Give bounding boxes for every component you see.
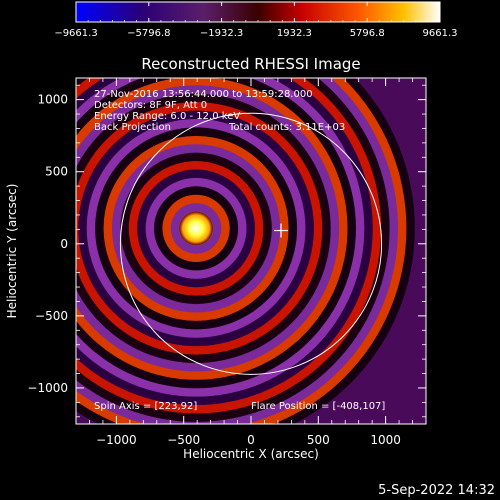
colorbar-tick-label: 1932.3 <box>277 28 312 39</box>
colorbar-tick-label: 9661.3 <box>423 28 458 39</box>
colorbar-tick-label: 5796.8 <box>350 28 385 39</box>
spin-axis-label: Spin Axis = [223,92] <box>94 401 197 412</box>
chart-title: Reconstructed RHESSI Image <box>141 55 360 73</box>
x-tick-label: 0 <box>247 433 255 447</box>
axis-ticks <box>75 78 427 424</box>
info-energy-range: Energy Range: 6.0 - 12.0 keV <box>94 111 240 122</box>
x-tick-label: −500 <box>167 433 200 447</box>
x-tick-label: −1000 <box>96 433 137 447</box>
y-tick-label: 1000 <box>37 93 68 107</box>
colorbar-tick-label: −5796.8 <box>127 28 170 39</box>
info-method: Back Projection <box>94 122 171 133</box>
source-peak <box>178 210 215 247</box>
y-tick-label: −1000 <box>27 381 68 395</box>
timestamp: 5-Sep-2022 14:32 <box>378 483 495 498</box>
x-tick-label: 500 <box>307 433 330 447</box>
y-tick-labels: −1000 −500 0 500 1000 <box>27 93 68 395</box>
y-axis-label: Heliocentric Y (arcsec) <box>5 184 19 319</box>
info-total-counts: Total counts: 3.11E+03 <box>228 122 345 133</box>
x-axis-label: Heliocentric X (arcsec) <box>183 447 319 461</box>
info-block: 27-Nov-2016 13:56:44.000 to 13:59:28.000… <box>94 89 345 133</box>
y-tick-label: 500 <box>45 165 68 179</box>
x-tick-label: 1000 <box>370 433 401 447</box>
colorbar-gradient <box>75 1 441 23</box>
info-detectors: Detectors: 8F 9F, Att 0 <box>94 100 207 111</box>
info-time-range: 27-Nov-2016 13:56:44.000 to 13:59:28.000 <box>94 89 313 100</box>
solar-limb-circle <box>119 112 383 375</box>
flare-position-label: Flare Position = [-408,107] <box>251 401 385 412</box>
x-tick-labels: −1000 −500 0 500 1000 <box>96 433 401 447</box>
colorbar: −9661.3 −5796.8 −1932.3 1932.3 5796.8 9661.3 <box>54 1 458 39</box>
colorbar-tick-labels: −9661.3 −5796.8 −1932.3 1932.3 5796.8 9661.3 <box>54 28 457 39</box>
y-tick-label: −500 <box>35 309 68 323</box>
colorbar-tick-label: −9661.3 <box>54 28 97 39</box>
y-tick-label: 0 <box>60 237 68 251</box>
colorbar-ticks <box>75 2 441 22</box>
plot-area: −1000 −500 0 500 1000 −1000 −500 0 500 1000 <box>27 77 427 447</box>
colorbar-tick-label: −1932.3 <box>200 28 243 39</box>
spin-axis-marker <box>274 223 289 238</box>
